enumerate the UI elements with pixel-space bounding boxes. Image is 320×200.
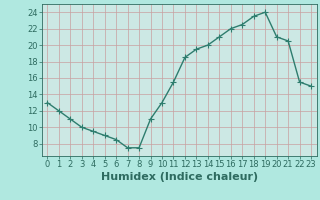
X-axis label: Humidex (Indice chaleur): Humidex (Indice chaleur) <box>100 172 258 182</box>
